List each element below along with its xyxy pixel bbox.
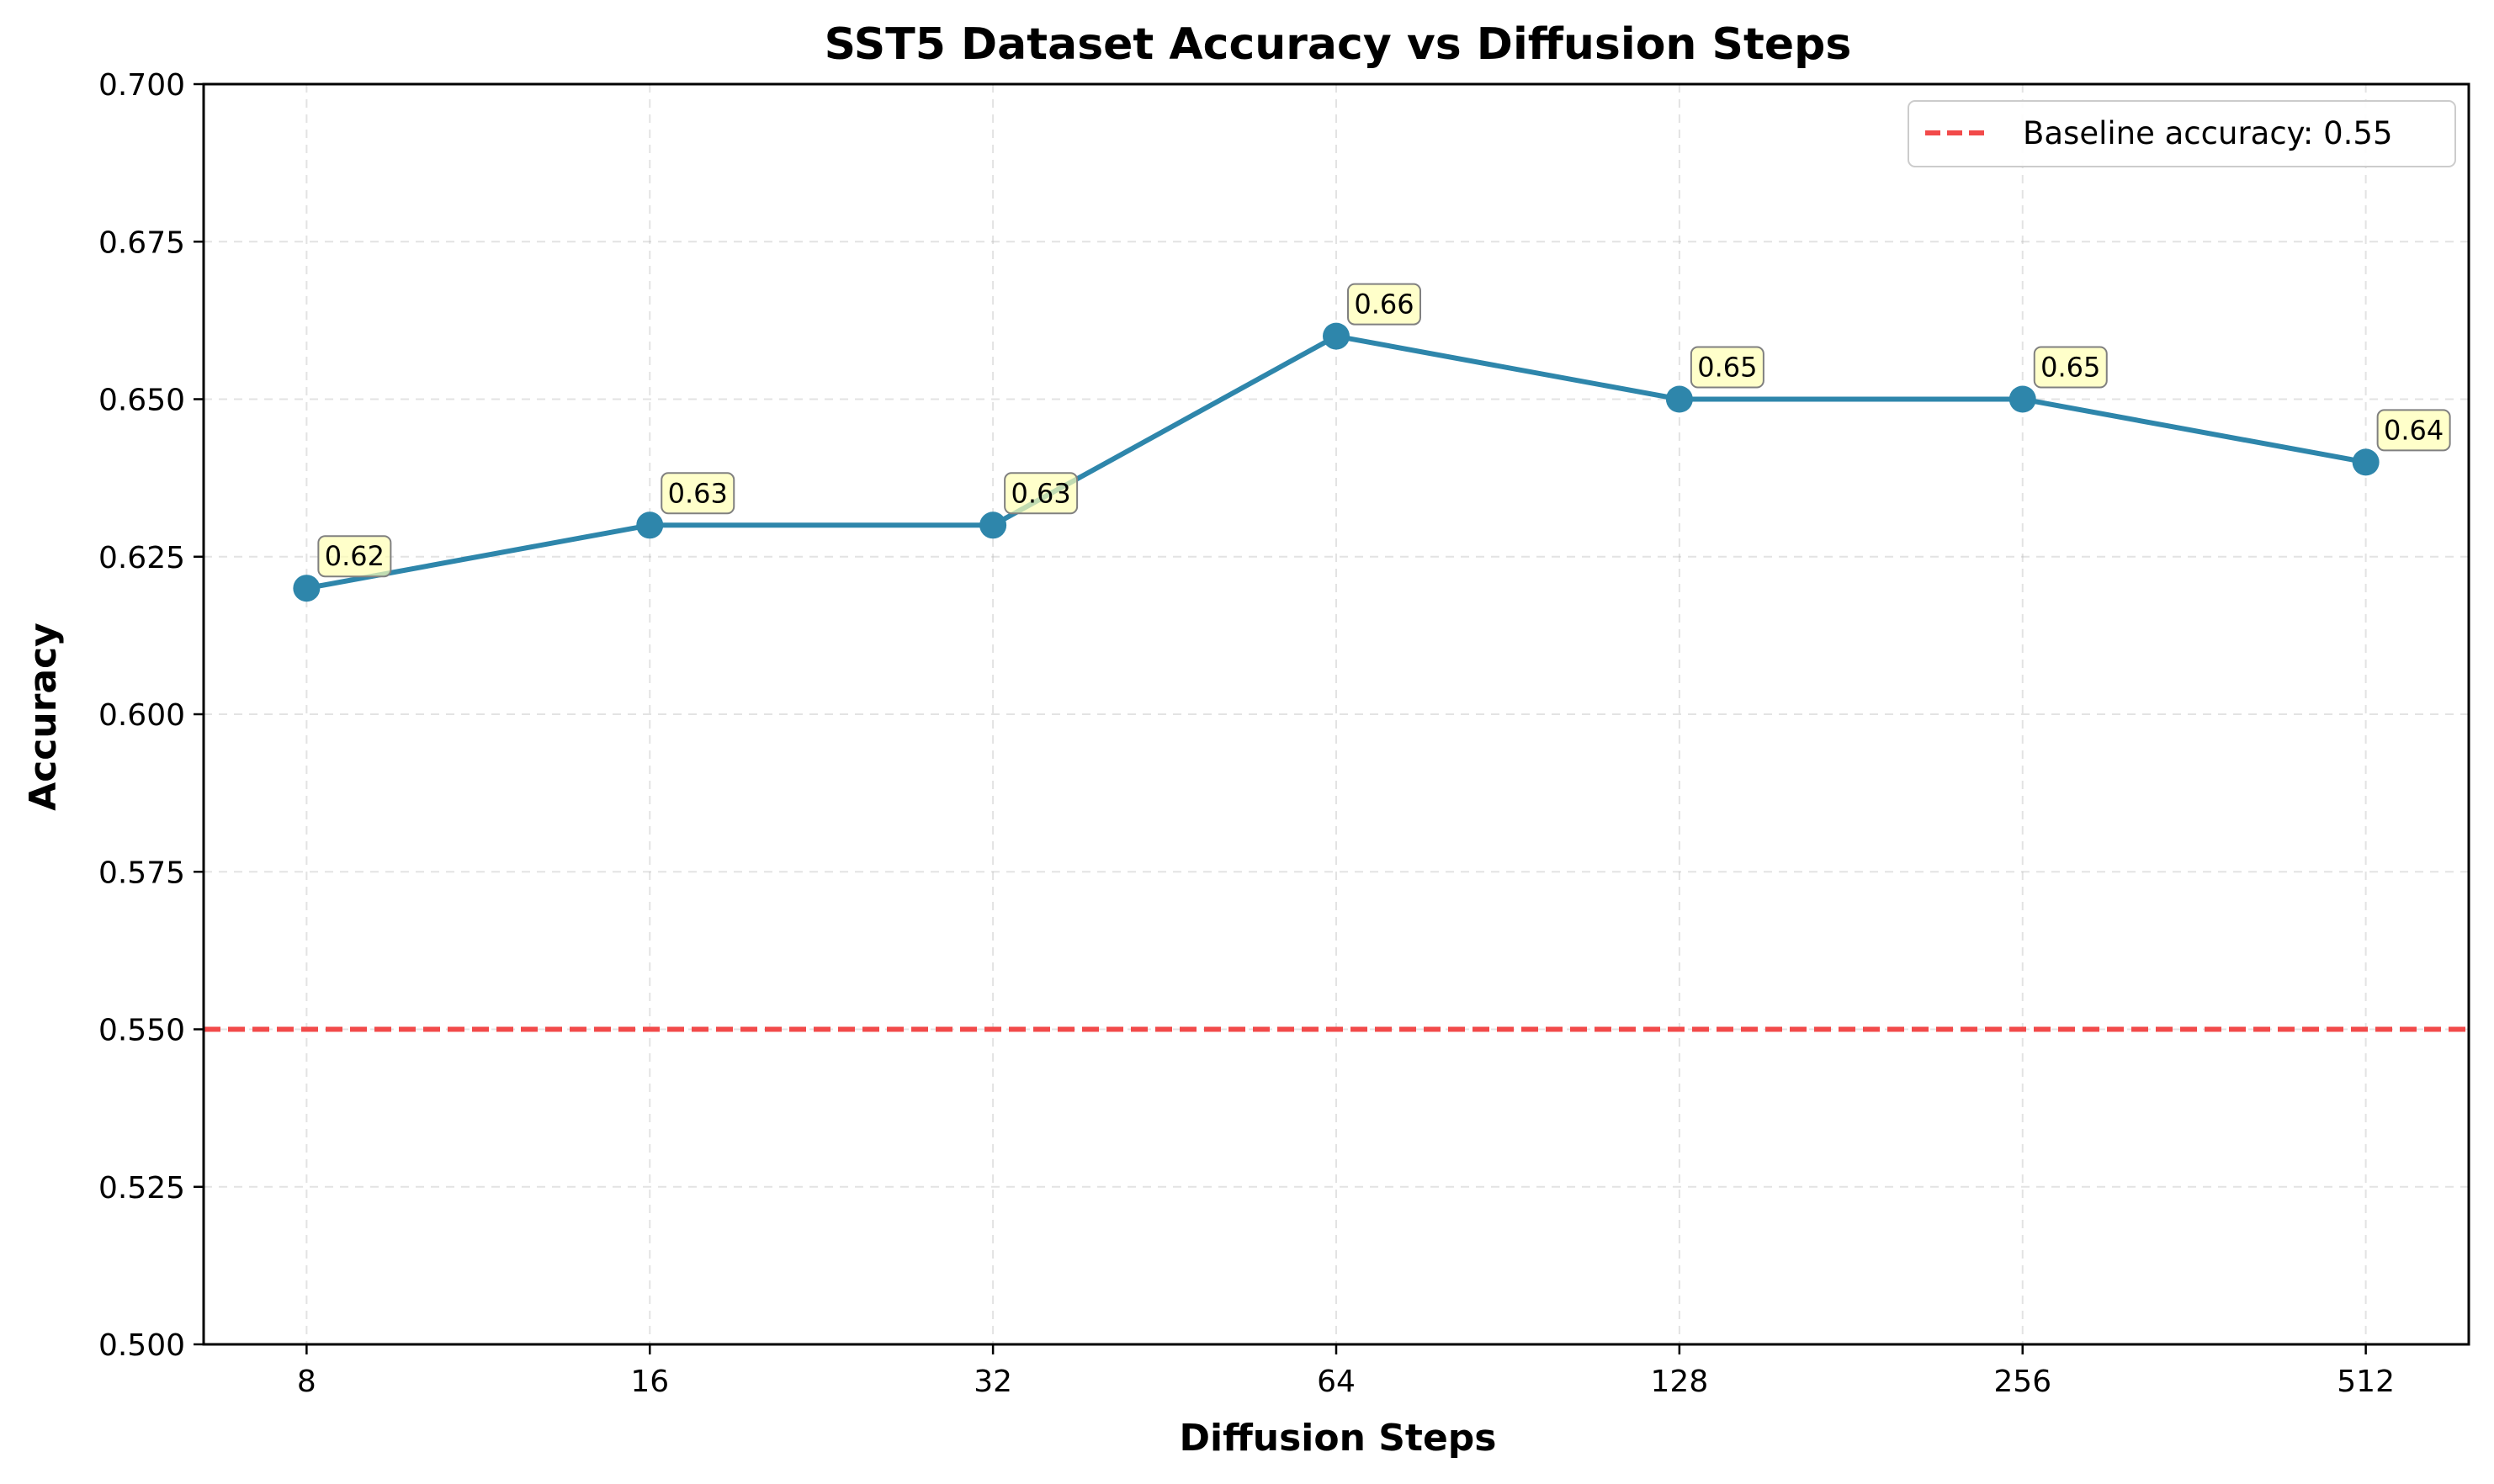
data-point (293, 575, 321, 602)
data-label-group: 0.62 (317, 535, 392, 578)
x-tick-label: 256 (1993, 1365, 2051, 1399)
y-tick-label: 0.500 (98, 1328, 185, 1363)
grid (204, 83, 2469, 1345)
plot-frame (202, 82, 2470, 1346)
data-label-box (661, 472, 735, 515)
data-label-group: 0.63 (661, 472, 735, 515)
data-label: 0.66 (1354, 289, 1414, 321)
data-point (1323, 322, 1350, 350)
data-point (2008, 385, 2036, 413)
data-label-box (2376, 409, 2451, 452)
data-point (636, 511, 664, 539)
data-labels: 0.62 0.63 0.63 0.66 0.65 0.65 0.64 (317, 283, 2451, 578)
y-tick-label: 0.700 (98, 68, 185, 103)
data-point (2352, 448, 2380, 476)
data-label-box (1690, 346, 1764, 389)
data-label: 0.63 (668, 477, 728, 509)
data-label-box (2033, 346, 2108, 389)
x-tick-label: 128 (1651, 1365, 1709, 1399)
y-tick-label: 0.675 (98, 225, 185, 260)
data-label: 0.63 (1011, 477, 1070, 509)
y-tick-label: 0.650 (98, 384, 185, 418)
x-tick-label: 64 (1317, 1365, 1356, 1399)
data-label-box (1347, 283, 1421, 326)
data-label-group: 0.65 (2033, 346, 2108, 389)
data-label-group: 0.66 (1347, 283, 1421, 326)
data-point (1665, 385, 1693, 413)
chart-title: SST5 Dataset Accuracy vs Diffusion Steps (825, 19, 1852, 70)
data-label: 0.62 (325, 540, 385, 572)
x-tick-label: 16 (630, 1365, 669, 1399)
data-label-group: 0.63 (1004, 472, 1079, 515)
x-axis-label: Diffusion Steps (1180, 1417, 1497, 1460)
y-tick-label: 0.625 (98, 541, 185, 575)
y-axis-ticks: 0.500 0.525 0.550 0.575 0.600 0.625 0.650 0.675… (98, 68, 204, 1363)
data-label-group: 0.64 (2376, 409, 2451, 452)
data-point (979, 511, 1007, 539)
x-axis-ticks: 8 16 32 64 128 256 512 (297, 1344, 2395, 1399)
data-label: 0.64 (2384, 414, 2444, 446)
y-tick-label: 0.575 (98, 856, 185, 890)
x-tick-label: 8 (297, 1365, 316, 1399)
data-label: 0.65 (2040, 352, 2100, 384)
data-label-box (1004, 472, 1079, 515)
legend: Baseline accuracy: 0.55 (1908, 100, 2456, 167)
data-label-box (317, 535, 392, 578)
data-label-group: 0.65 (1690, 346, 1764, 389)
legend-box (1908, 100, 2456, 167)
y-axis-label: Accuracy (22, 623, 65, 811)
data-label: 0.65 (1697, 352, 1757, 384)
data-markers (293, 322, 2380, 602)
y-tick-label: 0.600 (98, 698, 185, 733)
legend-baseline-label: Baseline accuracy: 0.55 (2023, 115, 2392, 151)
y-tick-label: 0.525 (98, 1171, 185, 1206)
y-tick-label: 0.550 (98, 1014, 185, 1048)
x-tick-label: 32 (974, 1365, 1012, 1399)
x-tick-label: 512 (2337, 1365, 2395, 1399)
